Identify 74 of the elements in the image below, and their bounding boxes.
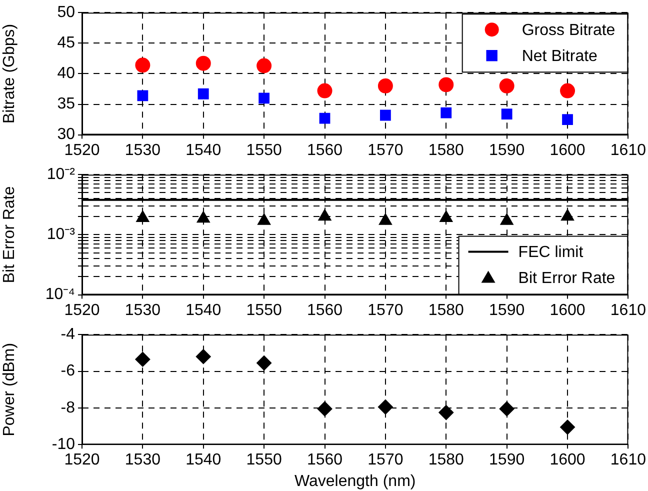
x-tick-label: 1560 <box>306 302 343 319</box>
x-tick-label: 1590 <box>489 142 525 159</box>
x-tick-label: 1600 <box>550 302 586 319</box>
x-tick-label: 1550 <box>246 452 282 469</box>
x-tick-label: 1600 <box>550 142 586 159</box>
point <box>499 78 514 94</box>
x-tick-label: 1600 <box>550 452 586 469</box>
point <box>135 352 150 367</box>
x-tick-label: 1520 <box>64 142 100 159</box>
y-tick-label: 45 <box>57 34 76 52</box>
x-tick-label: 1570 <box>368 302 404 319</box>
x-tick-label: 1570 <box>368 142 404 159</box>
point <box>378 400 393 415</box>
x-tick-label: 1540 <box>186 302 222 319</box>
point <box>196 56 211 71</box>
point <box>501 108 512 120</box>
x-tick-label: 1590 <box>489 452 525 469</box>
x-tick-label: 1610 <box>610 302 646 319</box>
y-tick-label: -6 <box>60 362 76 380</box>
legend-label: FEC limit <box>518 244 584 262</box>
y-tick-label: 35 <box>57 96 76 113</box>
point <box>499 401 514 416</box>
y-tick-label: 10⁻⁴ <box>45 286 76 304</box>
x-tick-label: 1540 <box>186 452 222 469</box>
y-tick-label: -10 <box>52 436 76 454</box>
x-tick-label: 1540 <box>186 142 222 159</box>
point <box>440 107 452 118</box>
x-tick-label: 1610 <box>610 142 646 159</box>
x-tick-label: 1610 <box>610 452 646 469</box>
y-tick-label: 50 <box>57 4 76 22</box>
point <box>317 401 332 416</box>
x-tick-label: 1530 <box>124 452 161 469</box>
y-tick-label: -8 <box>60 399 76 416</box>
point <box>560 83 576 98</box>
point <box>438 405 454 420</box>
y-tick-label: -4 <box>60 326 76 344</box>
x-tick-label: 1560 <box>306 452 343 469</box>
y-tick-label: 10⁻³ <box>46 226 76 244</box>
point <box>196 349 211 364</box>
x-tick-label: 1530 <box>124 302 161 319</box>
point <box>135 58 150 73</box>
point <box>137 90 148 102</box>
point <box>198 88 209 100</box>
y-tick-label: 30 <box>57 126 76 144</box>
point <box>258 92 270 104</box>
x-tick-label: 1570 <box>368 452 404 469</box>
x-tick-label: 1550 <box>246 302 282 319</box>
x-tick-label: 1590 <box>489 302 525 319</box>
x-tick-label: 1580 <box>428 452 464 469</box>
point <box>560 420 576 435</box>
x-axis-title: Wavelength (nm) <box>294 472 416 490</box>
point <box>378 78 393 94</box>
point <box>256 356 272 371</box>
legend-label: Net Bitrate <box>522 48 598 66</box>
y-axis-title: Bitrate (Gbps) <box>1 24 18 124</box>
y-axis-title: Power (dBm) <box>1 342 18 436</box>
point <box>317 83 332 98</box>
x-tick-label: 1580 <box>428 302 464 319</box>
point <box>319 112 330 124</box>
y-axis-title: Bit Error Rate <box>1 186 18 284</box>
legend-label: Bit Error Rate <box>518 270 616 288</box>
y-tick-label: 40 <box>57 65 76 82</box>
x-tick-label: 1580 <box>428 142 464 159</box>
point <box>562 114 573 125</box>
legend-label: Gross Bitrate <box>522 22 616 40</box>
point <box>256 58 272 74</box>
point <box>380 110 391 121</box>
x-tick-label: 1560 <box>306 142 343 159</box>
x-tick-label: 1530 <box>124 142 161 159</box>
x-tick-label: 1550 <box>246 142 282 159</box>
x-tick-label: 1520 <box>64 302 100 319</box>
point <box>438 77 454 92</box>
y-tick-label: 10⁻² <box>46 166 76 184</box>
x-tick-label: 1520 <box>64 452 100 469</box>
